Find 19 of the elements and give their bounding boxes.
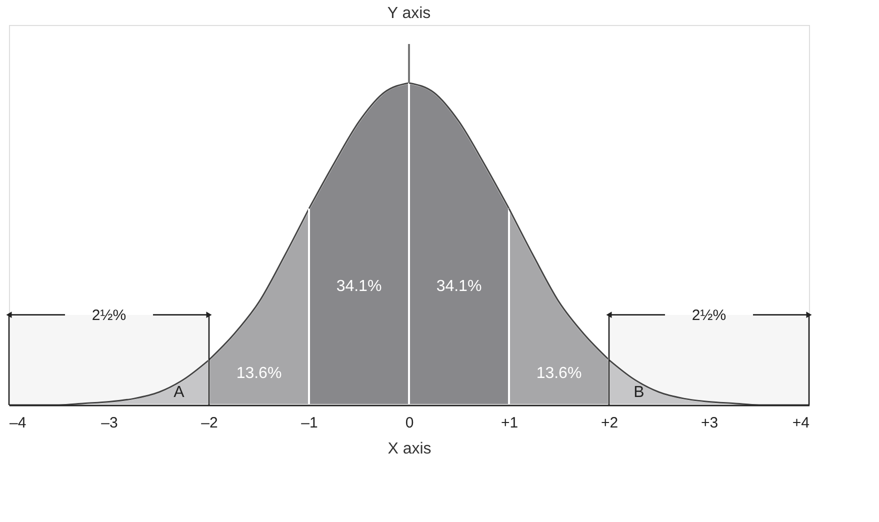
band-label: 2½%	[692, 306, 726, 324]
annotation: 13.6%	[236, 364, 282, 382]
band-label: 2½%	[92, 306, 126, 324]
y-axis-title: Y axis	[387, 5, 431, 22]
annotation: 34.1%	[336, 278, 382, 295]
x-tick-label: +1	[500, 414, 518, 432]
x-tick-label: –3	[101, 414, 118, 432]
annotation: B	[634, 384, 644, 402]
annotation: 13.6%	[536, 364, 582, 382]
x-tick-label: +2	[600, 414, 618, 432]
x-tick-label: –2	[201, 414, 218, 432]
x-tick-label: +3	[700, 414, 718, 432]
x-tick-label: +4	[792, 414, 810, 432]
x-tick-label: –4	[10, 414, 26, 432]
annotation: 34.1%	[436, 278, 482, 295]
x-tick-label: 0	[405, 414, 414, 432]
annotation: A	[174, 384, 185, 402]
x-tick-label: –1	[301, 414, 318, 432]
x-axis-title: X axis	[388, 440, 432, 458]
